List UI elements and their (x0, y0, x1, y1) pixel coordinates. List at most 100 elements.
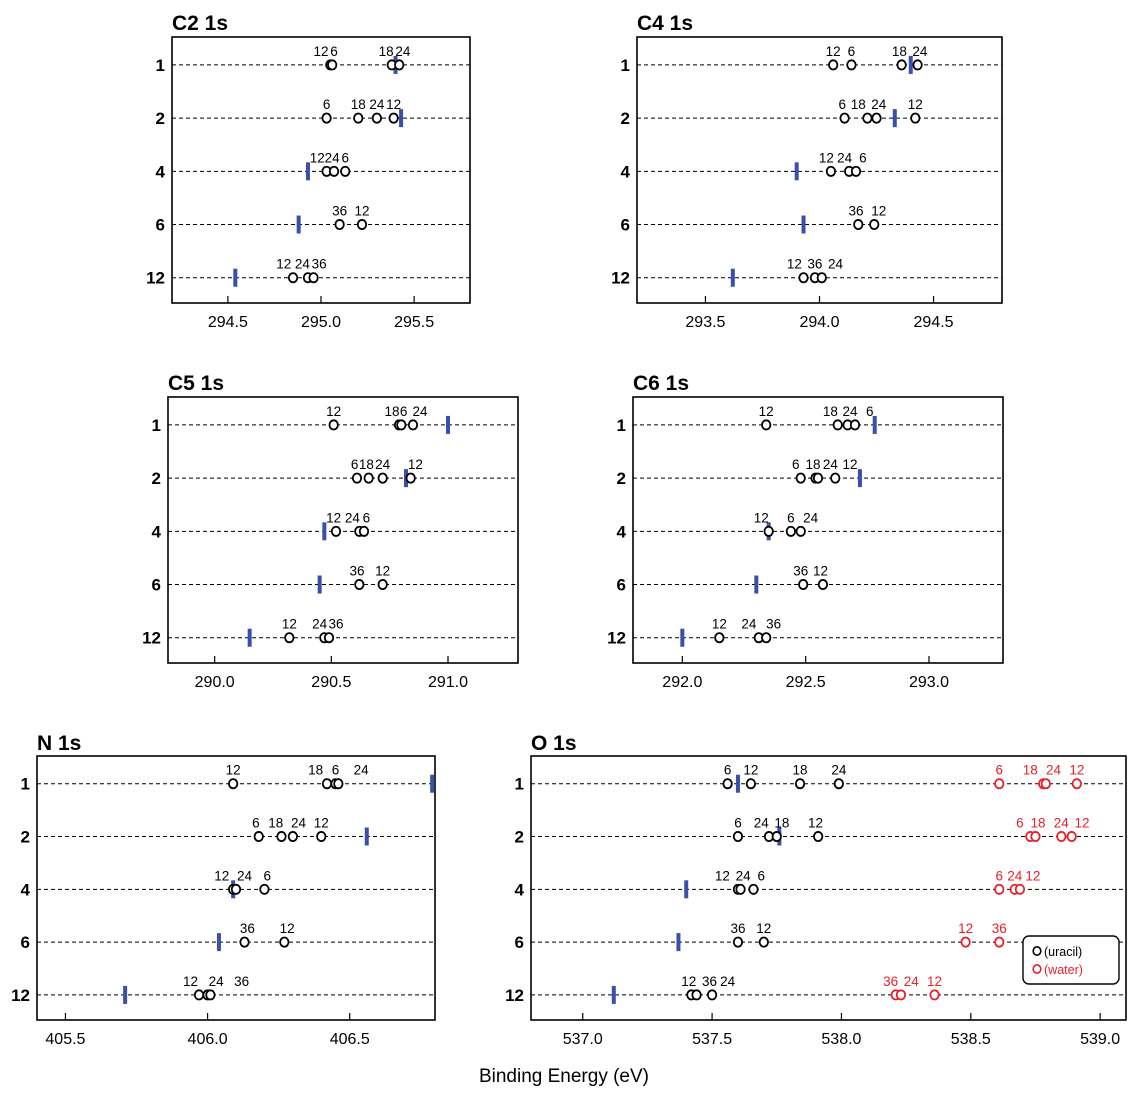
reference-marker (322, 522, 327, 541)
point-label: 18 (793, 763, 808, 778)
point-label: 12 (715, 868, 730, 883)
data-point-uracil (735, 883, 746, 895)
data-point-uracil (785, 525, 796, 537)
legend-marker-uracil (1032, 945, 1042, 956)
panel-title: N 1s (37, 732, 81, 755)
point-label: 18 (359, 457, 374, 472)
data-point-uracil (853, 219, 864, 231)
plot-frame (36, 755, 436, 1021)
data-point-uracil (839, 112, 850, 124)
point-label: 12 (408, 457, 423, 472)
point-label: 24 (412, 404, 428, 419)
data-point-uracil (334, 219, 345, 231)
data-point-water (929, 989, 940, 1001)
x-tick-label: 291.0 (428, 674, 468, 691)
x-tick-label: 294.0 (799, 314, 839, 331)
point-label: 24 (754, 816, 770, 831)
point-label: 18 (268, 816, 283, 831)
reference-marker (399, 109, 404, 128)
reference-marker (730, 268, 735, 287)
point-label: 36 (332, 204, 347, 219)
row-label: 1 (156, 56, 165, 75)
x-tick-label: 294.5 (914, 314, 954, 331)
row-label: 4 (156, 162, 166, 181)
data-point-uracil (812, 472, 824, 484)
data-point-water (1071, 778, 1082, 790)
point-label: 12 (712, 617, 727, 632)
reference-marker (680, 628, 685, 647)
data-point-uracil (832, 419, 843, 431)
row-label: 2 (21, 828, 30, 847)
reference-marker (446, 415, 450, 434)
reference-marker (430, 774, 435, 793)
point-label: 18 (351, 97, 366, 112)
data-point-uracil (758, 936, 769, 948)
point-label: 12 (326, 404, 341, 419)
panel-title: C5 1s (168, 372, 224, 395)
point-label: 36 (730, 921, 745, 936)
row-label: 4 (617, 522, 627, 541)
data-point-water (1066, 831, 1077, 843)
data-point-uracil (354, 579, 365, 591)
legend-label-uracil: (uracil) (1044, 945, 1082, 959)
point-label: 24 (375, 457, 391, 472)
point-label: 12 (313, 44, 328, 59)
x-tick-label: 406.0 (188, 1031, 228, 1048)
point-label: 12 (226, 763, 241, 778)
data-point-uracil (828, 59, 839, 71)
point-label: 24 (369, 97, 385, 112)
point-label: 12 (958, 921, 973, 936)
point-label: 36 (992, 921, 1007, 936)
point-label: 36 (883, 974, 898, 989)
data-point-uracil (795, 525, 806, 537)
point-label: 6 (341, 150, 349, 165)
point-label: 36 (793, 564, 808, 579)
data-point-uracil (817, 579, 829, 591)
data-point-uracil (193, 989, 205, 1001)
data-point-uracil (371, 112, 382, 124)
point-label: 36 (328, 617, 343, 632)
point-label: 6 (995, 868, 1003, 883)
data-point-water (994, 883, 1005, 895)
point-label: 24 (291, 816, 307, 831)
reference-marker (611, 985, 616, 1004)
data-point-uracil (771, 831, 782, 843)
data-point-uracil (253, 831, 264, 843)
point-label: 24 (395, 44, 411, 59)
reference-marker (305, 162, 310, 181)
data-point-uracil (825, 165, 837, 177)
point-label: 24 (1007, 868, 1023, 883)
point-label: 6 (839, 97, 847, 112)
reference-marker (216, 933, 221, 952)
point-label: 12 (681, 974, 696, 989)
row-label: 2 (621, 109, 630, 128)
point-label: 24 (295, 257, 311, 272)
data-point-uracil (862, 112, 873, 124)
x-tick-label: 290.0 (195, 674, 235, 691)
point-label: 36 (312, 257, 327, 272)
plot-frame (632, 396, 1004, 664)
x-tick-label: 293.0 (909, 674, 949, 691)
data-point-uracil (833, 778, 844, 790)
reference-marker (794, 162, 799, 181)
data-point-uracil (388, 112, 399, 124)
point-label: 6 (330, 44, 338, 59)
point-label: 24 (1054, 816, 1070, 831)
point-label: 36 (702, 974, 717, 989)
x-tick-label: 290.5 (311, 674, 351, 691)
reference-marker (908, 55, 913, 74)
data-point-uracil (356, 219, 368, 231)
data-point-uracil (284, 632, 295, 644)
reference-marker (296, 215, 301, 234)
point-label: 36 (848, 204, 863, 219)
data-point-water (1056, 831, 1067, 843)
point-label: 6 (787, 510, 795, 525)
point-label: 12 (743, 763, 758, 778)
data-point-uracil (330, 525, 342, 537)
legend-label-water: (water) (1044, 963, 1083, 977)
point-label: 24 (828, 257, 844, 272)
point-label: 24 (736, 868, 752, 883)
